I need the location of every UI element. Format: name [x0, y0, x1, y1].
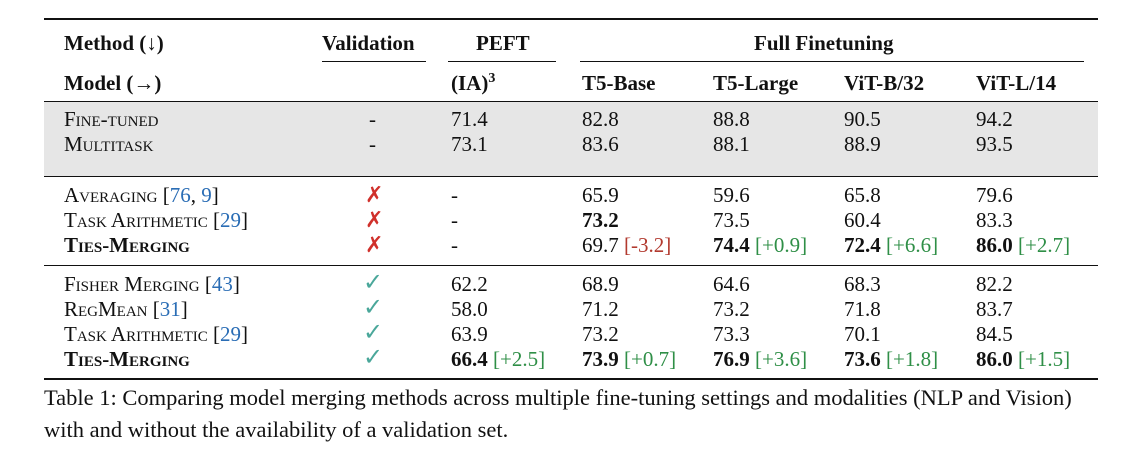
row-task-arithmetic-2-vit-b32: 70.1: [844, 322, 881, 346]
delta-positive: [+0.9]: [755, 233, 808, 257]
row-task-arithmetic-1-ia3: -: [451, 208, 458, 232]
delta-positive: [+0.7]: [624, 347, 677, 371]
row-regmean-t5-large: 73.2: [713, 297, 750, 321]
row-multitask-ia3: 73.1: [451, 132, 488, 156]
row-finetuned-vit-b32: 90.5: [844, 107, 881, 131]
delta-positive: [+2.5]: [493, 347, 546, 371]
row-finetuned-t5-base: 82.8: [582, 107, 619, 131]
delta-positive: [+1.5]: [1018, 347, 1071, 371]
row-averaging-method: Averaging [76, 9]: [64, 183, 219, 207]
header-rule: [44, 101, 1098, 102]
header-full-finetuning: Full Finetuning: [754, 31, 894, 55]
row-regmean-vit-l14: 83.7: [976, 297, 1013, 321]
row-fisher-merging-vit-l14: 82.2: [976, 272, 1013, 296]
row-fisher-merging-t5-base: 68.9: [582, 272, 619, 296]
delta-positive: [+2.7]: [1018, 233, 1071, 257]
row-task-arithmetic-1-vit-l14: 83.3: [976, 208, 1013, 232]
row-fisher-merging-t5-large: 64.6: [713, 272, 750, 296]
top-rule: [44, 18, 1098, 20]
row-task-arithmetic-2-vit-l14: 84.5: [976, 322, 1013, 346]
row-regmean-ia3: 58.0: [451, 297, 488, 321]
row-finetuned-ia3: 71.4: [451, 107, 488, 131]
row-multitask-method: Multitask: [64, 132, 154, 156]
row-task-arithmetic-2-ia3: 63.9: [451, 322, 488, 346]
group-rule-1: [44, 176, 1098, 177]
header-vit-l14: ViT-L/14: [976, 71, 1057, 95]
full-finetuning-cmidrule: [580, 61, 1084, 62]
cross-icon: ✗: [365, 232, 384, 257]
row-averaging-ia3: -: [451, 183, 458, 207]
row-ties-merging-2-t5-large: 76.9 [+3.6]: [713, 347, 808, 371]
row-task-arithmetic-1-t5-base: 73.2: [582, 208, 619, 232]
delta-negative: [-3.2]: [624, 233, 672, 257]
row-multitask-vit-l14: 93.5: [976, 132, 1013, 156]
header-ia3-superscript: 3: [488, 71, 496, 86]
row-task-arithmetic-1-t5-large: 73.5: [713, 208, 750, 232]
row-regmean-t5-base: 71.2: [582, 297, 619, 321]
reference-rows-shading: [44, 102, 1098, 176]
row-fisher-merging-method: Fisher Merging [43]: [64, 272, 240, 296]
row-ties-merging-2-vit-b32: 73.6 [+1.8]: [844, 347, 939, 371]
header-ia3: (IA)3: [451, 71, 496, 95]
row-fisher-merging-ia3: 62.2: [451, 272, 488, 296]
row-ties-merging-1-ia3: -: [451, 233, 458, 257]
check-icon: ✓: [363, 345, 384, 371]
citation-link[interactable]: 31: [159, 297, 181, 321]
row-regmean-method: RegMean [31]: [64, 297, 188, 321]
row-averaging-vit-b32: 65.8: [844, 183, 881, 207]
header-t5-large: T5-Large: [713, 71, 799, 95]
delta-positive: [+6.6]: [886, 233, 939, 257]
cross-icon: ✗: [365, 207, 384, 232]
row-regmean-vit-b32: 71.8: [844, 297, 881, 321]
row-task-arithmetic-1-method: Task Arithmetic [29]: [64, 208, 248, 232]
row-task-arithmetic-2-t5-large: 73.3: [713, 322, 750, 346]
row-finetuned-method: Fine-tuned: [64, 107, 159, 131]
citation-link[interactable]: 29: [220, 208, 241, 232]
row-multitask-t5-large: 88.1: [713, 132, 750, 156]
row-ties-merging-1-t5-base: 69.7 [-3.2]: [582, 233, 672, 257]
header-peft: PEFT: [476, 31, 530, 55]
citation-link[interactable]: 76: [169, 183, 191, 207]
row-fisher-merging-vit-b32: 68.3: [844, 272, 881, 296]
row-ties-merging-2-t5-base: 73.9 [+0.7]: [582, 347, 677, 371]
check-icon: ✓: [363, 295, 384, 321]
citation-link[interactable]: 43: [211, 272, 233, 296]
row-ties-merging-2-vit-l14: 86.0 [+1.5]: [976, 347, 1071, 371]
row-ties-merging-2-ia3: 66.4 [+2.5]: [451, 347, 546, 371]
row-averaging-t5-large: 59.6: [713, 183, 750, 207]
row-finetuned-t5-large: 88.8: [713, 107, 750, 131]
bottom-rule: [44, 378, 1098, 380]
citation-link[interactable]: 29: [220, 322, 241, 346]
check-icon: ✓: [363, 320, 384, 346]
row-ties-merging-1-t5-large: 74.4 [+0.9]: [713, 233, 808, 257]
header-t5-base: T5-Base: [582, 71, 656, 95]
peft-cmidrule: [448, 61, 556, 62]
row-finetuned-vit-l14: 94.2: [976, 107, 1013, 131]
check-icon: ✓: [363, 270, 384, 296]
row-ties-merging-1-vit-l14: 86.0 [+2.7]: [976, 233, 1071, 257]
row-ties-merging-1-vit-b32: 72.4 [+6.6]: [844, 233, 939, 257]
row-task-arithmetic-1-vit-b32: 60.4: [844, 208, 881, 232]
header-vit-b32: ViT-B/32: [844, 71, 925, 95]
row-averaging-t5-base: 65.9: [582, 183, 619, 207]
row-multitask-validation: -: [369, 132, 376, 156]
header-method: Method (↓): [64, 31, 164, 55]
validation-cmidrule: [322, 61, 426, 62]
delta-positive: [+3.6]: [755, 347, 808, 371]
row-averaging-vit-l14: 79.6: [976, 183, 1013, 207]
row-task-arithmetic-2-method: Task Arithmetic [29]: [64, 322, 248, 346]
row-task-arithmetic-2-t5-base: 73.2: [582, 322, 619, 346]
row-multitask-vit-b32: 88.9: [844, 132, 881, 156]
cross-icon: ✗: [365, 182, 384, 207]
row-multitask-t5-base: 83.6: [582, 132, 619, 156]
row-ties-merging-2-method: Ties-Merging: [64, 347, 190, 371]
row-ties-merging-1-method: Ties-Merging: [64, 233, 190, 257]
header-validation: Validation: [322, 31, 415, 55]
citation-link[interactable]: 9: [201, 183, 212, 207]
table-caption: Table 1: Comparing model merging methods…: [44, 385, 1072, 442]
row-finetuned-validation: -: [369, 107, 376, 131]
group-rule-2: [44, 265, 1098, 266]
header-model: Model (→): [64, 71, 162, 95]
delta-positive: [+1.8]: [886, 347, 939, 371]
